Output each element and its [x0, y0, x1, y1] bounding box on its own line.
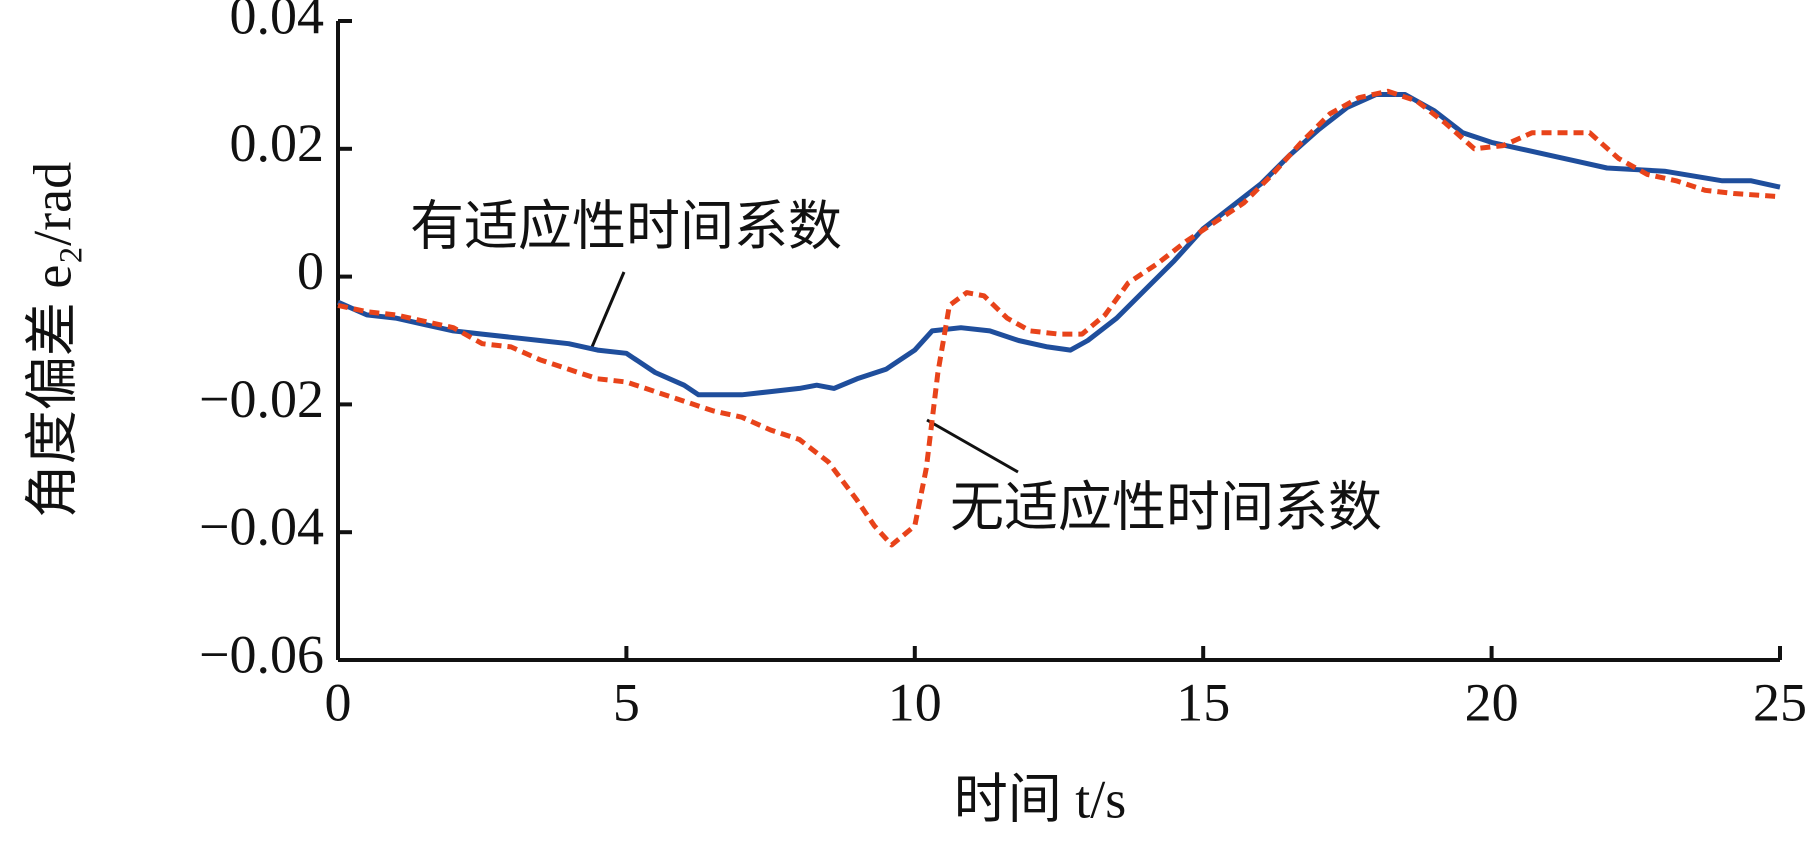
leader-line — [590, 271, 626, 348]
annotation: 有适应性时间系数 — [410, 196, 842, 256]
leader-line — [926, 418, 1019, 474]
x-tick-label: 20 — [1465, 672, 1519, 732]
y-tick-label: −0.02 — [199, 369, 324, 429]
y-tick-label: 0.04 — [230, 0, 325, 45]
y-tick-label: 0 — [297, 241, 324, 301]
y-axis-label: 角度偏差 e₂/rad — [22, 162, 82, 518]
x-tick-label: 15 — [1176, 672, 1230, 732]
y-tick-label: 0.02 — [230, 113, 325, 173]
x-tick-label: 25 — [1753, 672, 1807, 732]
y-tick-label: −0.04 — [199, 497, 324, 557]
x-tick-label: 10 — [888, 672, 942, 732]
x-tick-label: 0 — [325, 672, 352, 732]
series-line — [336, 92, 1781, 398]
annotation: 无适应性时间系数 — [950, 477, 1382, 537]
y-tick-label: −0.06 — [199, 624, 324, 684]
x-axis-label: 时间 t/s — [954, 769, 1127, 829]
series-line — [337, 88, 1781, 548]
x-tick-label: 5 — [613, 672, 640, 732]
